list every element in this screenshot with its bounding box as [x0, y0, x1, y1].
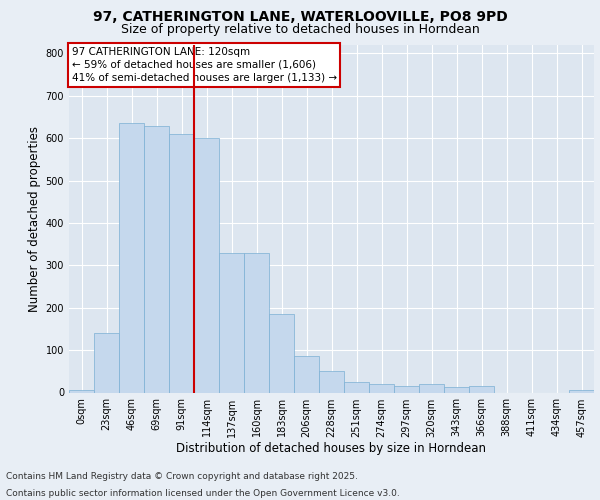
Bar — [144, 126, 169, 392]
Bar — [369, 384, 394, 392]
Bar — [119, 124, 144, 392]
Bar — [194, 138, 219, 392]
Bar — [169, 134, 194, 392]
Bar — [294, 356, 319, 392]
Bar — [469, 386, 494, 392]
Bar — [319, 372, 344, 392]
Bar — [444, 388, 469, 392]
Text: 97 CATHERINGTON LANE: 120sqm
← 59% of detached houses are smaller (1,606)
41% of: 97 CATHERINGTON LANE: 120sqm ← 59% of de… — [71, 46, 337, 83]
X-axis label: Distribution of detached houses by size in Horndean: Distribution of detached houses by size … — [176, 442, 487, 456]
Bar — [344, 382, 369, 392]
Bar — [569, 390, 594, 392]
Text: Contains public sector information licensed under the Open Government Licence v3: Contains public sector information licen… — [6, 488, 400, 498]
Bar — [244, 252, 269, 392]
Text: Size of property relative to detached houses in Horndean: Size of property relative to detached ho… — [121, 22, 479, 36]
Bar — [269, 314, 294, 392]
Bar — [69, 390, 94, 392]
Bar — [94, 333, 119, 392]
Text: 97, CATHERINGTON LANE, WATERLOOVILLE, PO8 9PD: 97, CATHERINGTON LANE, WATERLOOVILLE, PO… — [92, 10, 508, 24]
Bar — [394, 386, 419, 392]
Bar — [419, 384, 444, 392]
Text: Contains HM Land Registry data © Crown copyright and database right 2025.: Contains HM Land Registry data © Crown c… — [6, 472, 358, 481]
Bar — [219, 252, 244, 392]
Y-axis label: Number of detached properties: Number of detached properties — [28, 126, 41, 312]
